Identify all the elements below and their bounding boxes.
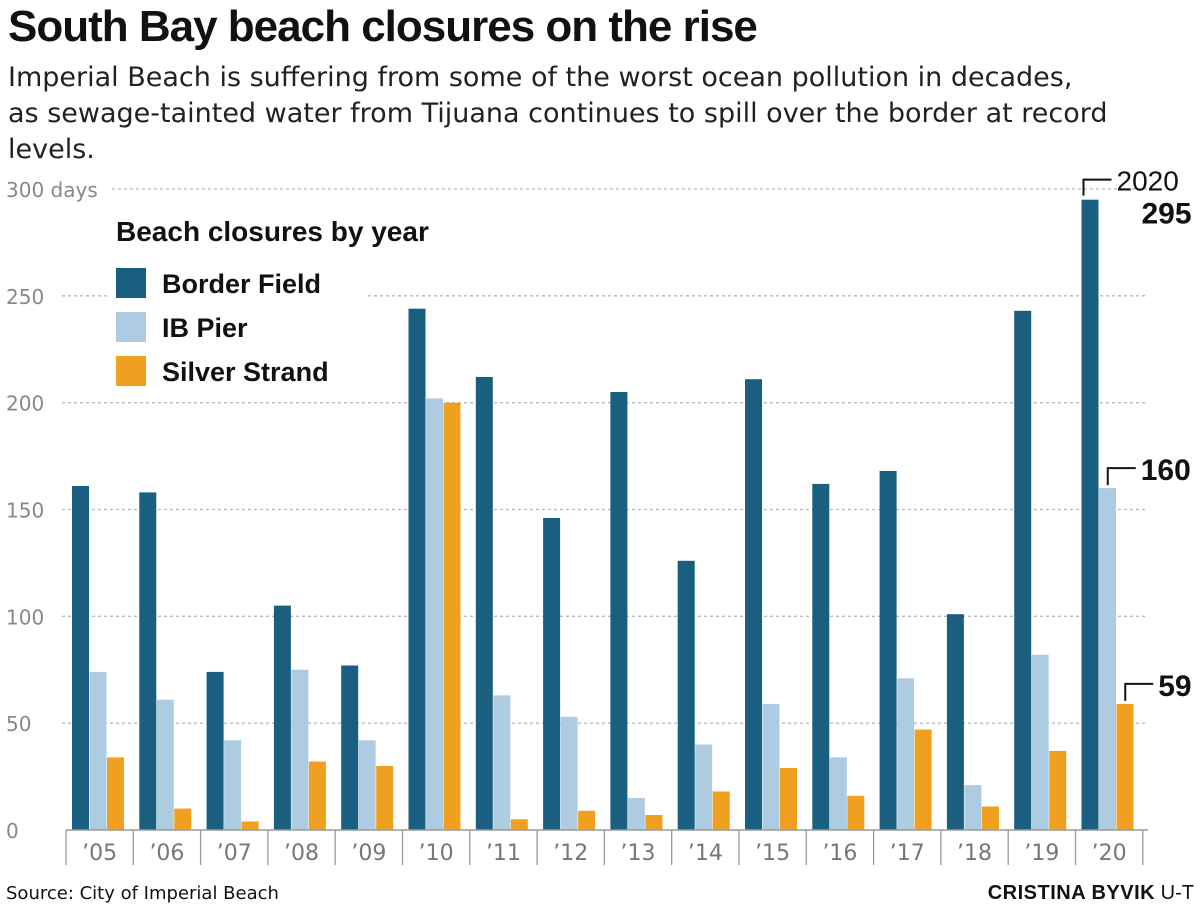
x-tick-label: ’20 <box>1092 841 1127 866</box>
annotation-leader <box>1106 467 1136 486</box>
bar-border-field <box>946 614 964 830</box>
legend-title: Beach closures by year <box>116 216 429 247</box>
bar-border-field <box>1081 199 1099 830</box>
bar-silver-strand <box>308 761 326 830</box>
bar-border-field <box>408 308 426 830</box>
bar-ib-pier <box>291 669 309 831</box>
x-tick-label: ’09 <box>351 841 386 866</box>
x-tick-label: ’17 <box>890 841 925 866</box>
x-tick-label: ’11 <box>486 841 521 866</box>
bar-ib-pier <box>89 671 107 830</box>
bar-border-field <box>273 605 291 830</box>
bar-ib-pier <box>1031 654 1049 830</box>
bar-ib-pier <box>1099 488 1116 830</box>
x-tick-label: ’19 <box>1024 841 1059 866</box>
chart-subtitle: Imperial Beach is suffering from some of… <box>8 62 1108 165</box>
x-tick-label: ’12 <box>553 841 588 866</box>
x-tick-label: ’13 <box>621 841 656 866</box>
bar-border-field <box>206 671 224 830</box>
x-tick-label: ’06 <box>149 841 184 866</box>
bar-silver-strand <box>174 808 192 830</box>
bar-border-field <box>72 486 89 830</box>
bar-silver-strand <box>443 402 461 830</box>
y-tick-label: 100 <box>6 605 44 629</box>
annotation-leader <box>1082 178 1112 196</box>
y-tick-label: 150 <box>6 499 44 523</box>
bar-silver-strand <box>780 768 797 830</box>
legend-swatch <box>116 268 146 298</box>
x-axis: ’05 ’06 ’07 ’08 ’09 ’10 ’11 ’12 ’13 ’14 ’15 ’16 ’17 ’… <box>65 829 1148 866</box>
bar-silver-strand <box>645 815 663 830</box>
bar-border-field <box>1014 310 1032 830</box>
x-tick-label: ’05 <box>82 841 117 866</box>
bar-silver-strand <box>376 765 394 830</box>
x-tick-label: ’14 <box>688 841 723 866</box>
bar-ib-pier <box>426 398 443 830</box>
annotation-year: 2020 <box>1117 166 1179 197</box>
bar-ib-pier <box>156 699 174 830</box>
bar-border-field <box>677 560 695 830</box>
source-note: Source: City of Imperial Beach <box>6 883 279 904</box>
x-tick-label: ’07 <box>217 841 252 866</box>
x-tick-label: ’15 <box>755 841 790 866</box>
y-tick-label: 0 <box>6 819 19 843</box>
bar-ib-pier <box>560 716 578 830</box>
credit-org: U-T <box>1160 882 1194 904</box>
x-tick-label: ’08 <box>284 841 319 866</box>
legend: Beach closures by year Border Field IB Pi… <box>116 216 429 387</box>
bar-silver-strand <box>1116 703 1134 830</box>
bar-ib-pier <box>695 744 713 830</box>
annotation-value: 160 <box>1141 454 1191 487</box>
annotation-value: 59 <box>1158 670 1191 703</box>
bar-silver-strand <box>578 810 596 830</box>
gridlines <box>62 188 1148 724</box>
bar-silver-strand <box>241 821 259 830</box>
bar-border-field <box>139 492 157 830</box>
bar-silver-strand <box>510 819 528 830</box>
y-tick-label: 250 <box>6 285 44 309</box>
bar-silver-strand <box>1049 750 1067 830</box>
bar-ib-pier <box>224 740 242 830</box>
credit-name: CRISTINA BYVIK <box>987 882 1156 904</box>
bars <box>72 199 1134 831</box>
bar-ib-pier <box>358 740 376 830</box>
bar-ib-pier <box>493 695 511 830</box>
bar-ib-pier <box>762 703 780 830</box>
bar-silver-strand <box>847 795 865 830</box>
bar-ib-pier <box>627 798 645 830</box>
annotation-value: 295 <box>1142 198 1192 231</box>
bar-border-field <box>879 471 897 830</box>
legend-swatch <box>116 356 146 386</box>
y-tick-label: 200 <box>6 392 44 416</box>
x-tick-label: ’18 <box>957 841 992 866</box>
y-tick-label: 50 <box>6 712 31 736</box>
bar-silver-strand <box>981 806 999 830</box>
x-tick-label: ’16 <box>822 841 857 866</box>
credit-line: CRISTINA BYVIK U-T <box>988 882 1194 905</box>
bar-silver-strand <box>712 791 730 830</box>
bar-border-field <box>745 379 762 830</box>
y-tick-label: 300 days <box>6 178 98 202</box>
legend-swatch <box>116 312 146 342</box>
bar-ib-pier <box>964 785 982 830</box>
bar-ib-pier <box>897 678 915 830</box>
bar-border-field <box>543 518 561 830</box>
annotation-leader <box>1124 682 1154 701</box>
y-axis-ticks: 0 50 100 150 200 250 300 days <box>6 178 98 843</box>
bar-border-field <box>341 665 359 830</box>
bar-border-field <box>610 392 628 830</box>
legend-label: Silver Strand <box>162 357 329 387</box>
bar-border-field <box>475 377 493 830</box>
bar-border-field <box>812 483 830 830</box>
bar-silver-strand <box>107 757 124 830</box>
legend-label: Border Field <box>162 269 321 299</box>
x-tick-label: ’10 <box>419 841 454 866</box>
bar-silver-strand <box>914 729 932 830</box>
bar-ib-pier <box>829 757 847 830</box>
chart-title: South Bay beach closures on the rise <box>8 2 758 51</box>
legend-label: IB Pier <box>162 313 248 343</box>
